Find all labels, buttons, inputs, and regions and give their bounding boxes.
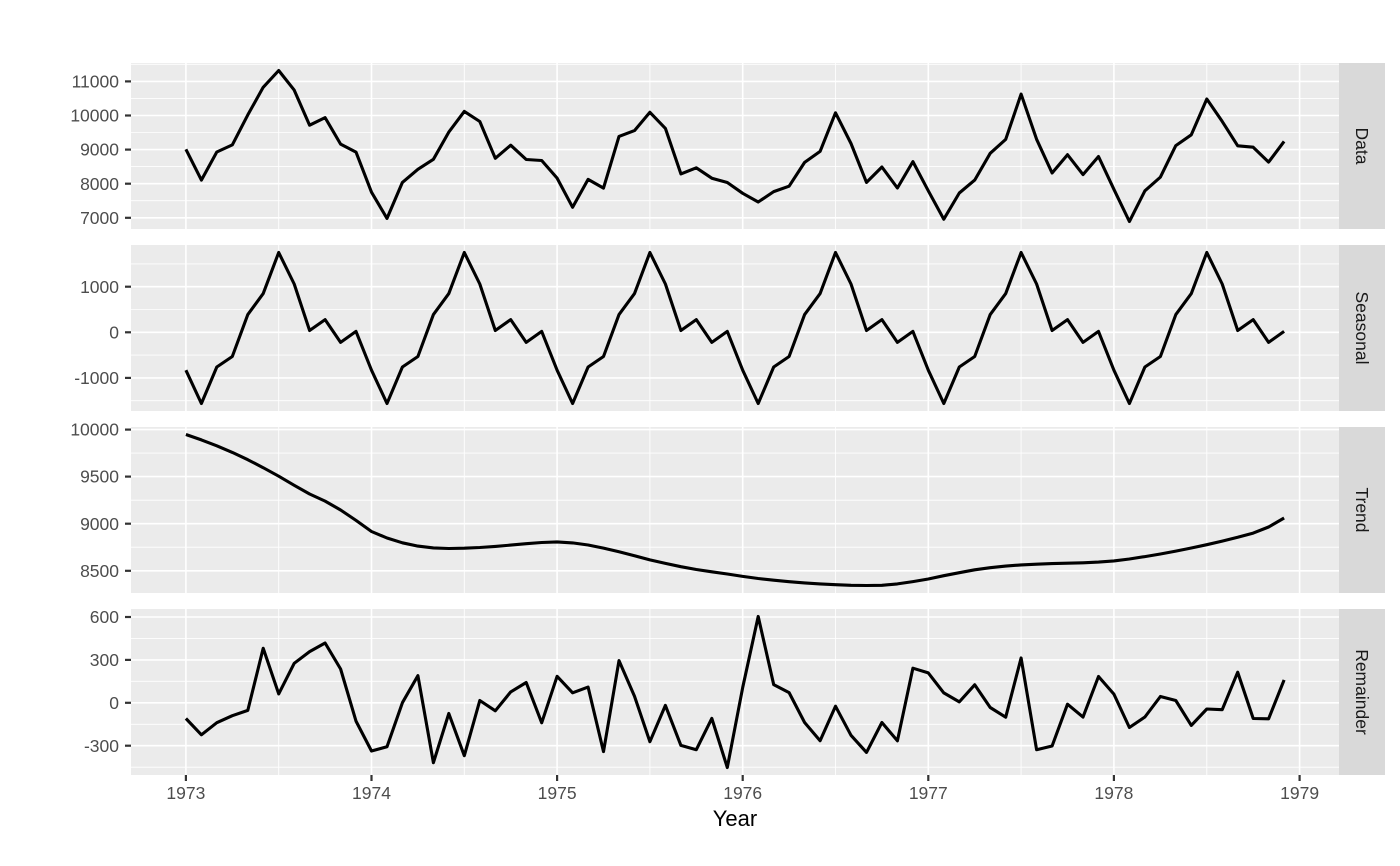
panel-trend: Trend 8500 9000 9500 10000 bbox=[70, 420, 1385, 593]
x-tick-label: 1978 bbox=[1094, 783, 1133, 803]
facet-strip-data bbox=[1339, 63, 1385, 229]
series-line-seasonal bbox=[184, 250, 1285, 406]
facet-strip-label: Trend bbox=[1352, 487, 1372, 532]
y-axis-trend: 8500 9000 9500 10000 bbox=[70, 420, 131, 581]
facet-strip-label: Data bbox=[1352, 128, 1372, 165]
x-tick-label: 1975 bbox=[538, 783, 577, 803]
facet-strip-seasonal bbox=[1339, 245, 1385, 411]
y-tick-label: 600 bbox=[90, 607, 119, 627]
x-tick-label: 1976 bbox=[723, 783, 762, 803]
gridlines bbox=[131, 63, 1339, 229]
y-tick-label: 7000 bbox=[80, 208, 119, 228]
gridlines bbox=[131, 609, 1339, 775]
x-tick-label: 1973 bbox=[166, 783, 205, 803]
panel-seasonal: Seasonal -1000 0 1000 bbox=[74, 245, 1385, 411]
panel-data: Data 7000 8000 9000 10000 11000 bbox=[70, 63, 1385, 229]
y-axis-seasonal: -1000 0 1000 bbox=[74, 277, 131, 388]
y-tick-label: 9000 bbox=[80, 514, 119, 534]
series-line-data bbox=[184, 68, 1286, 224]
y-tick-label: 10000 bbox=[70, 106, 119, 126]
x-tick-label: 1979 bbox=[1280, 783, 1319, 803]
gridlines bbox=[131, 427, 1339, 593]
y-tick-label: 10000 bbox=[70, 420, 119, 440]
gridlines bbox=[131, 245, 1339, 411]
y-tick-label: 8500 bbox=[80, 561, 119, 581]
y-tick-label: 300 bbox=[90, 650, 119, 670]
y-tick-label: 8000 bbox=[80, 174, 119, 194]
y-axis-data: 7000 8000 9000 10000 11000 bbox=[70, 72, 131, 228]
y-tick-label: 0 bbox=[109, 322, 119, 342]
x-tick-label: 1977 bbox=[909, 783, 948, 803]
x-axis: 1973 1974 1975 1976 1977 1978 1979 bbox=[166, 775, 1319, 803]
y-tick-label: 9500 bbox=[80, 467, 119, 487]
x-tick-label: 1974 bbox=[352, 783, 391, 803]
series-line-trend bbox=[185, 433, 1285, 588]
panel-background bbox=[131, 63, 1339, 229]
y-axis-remainder: -300 0 300 600 bbox=[84, 607, 131, 756]
facet-strip-trend bbox=[1339, 427, 1385, 593]
facet-strip-label: Remainder bbox=[1352, 649, 1372, 735]
y-tick-label: -1000 bbox=[74, 368, 119, 388]
y-tick-label: 9000 bbox=[80, 140, 119, 160]
y-tick-label: 0 bbox=[109, 693, 119, 713]
y-tick-label: -300 bbox=[84, 736, 119, 756]
facet-strip-remainder bbox=[1339, 609, 1385, 775]
facet-strip-label: Seasonal bbox=[1352, 292, 1372, 365]
panel-background bbox=[131, 609, 1339, 775]
y-tick-label: 1000 bbox=[80, 277, 119, 297]
panel-background bbox=[131, 427, 1339, 593]
series-line-remainder bbox=[184, 614, 1286, 770]
x-axis-title: Year bbox=[712, 806, 758, 831]
panel-remainder: Remainder -300 0 300 600 bbox=[84, 607, 1385, 775]
y-tick-label: 11000 bbox=[72, 72, 120, 92]
